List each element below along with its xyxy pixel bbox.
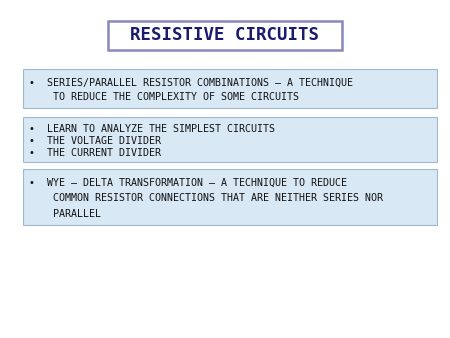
Text: RESISTIVE CIRCUITS: RESISTIVE CIRCUITS [130, 26, 320, 45]
Text: •  THE CURRENT DIVIDER: • THE CURRENT DIVIDER [29, 148, 161, 158]
Text: •  SERIES/PARALLEL RESISTOR COMBINATIONS – A TECHNIQUE: • SERIES/PARALLEL RESISTOR COMBINATIONS … [29, 78, 353, 88]
FancyBboxPatch shape [108, 21, 342, 50]
FancyBboxPatch shape [22, 117, 436, 162]
Text: PARALLEL: PARALLEL [29, 209, 101, 219]
Text: •  WYE – DELTA TRANSFORMATION – A TECHNIQUE TO REDUCE: • WYE – DELTA TRANSFORMATION – A TECHNIQ… [29, 178, 347, 188]
Text: •  THE VOLTAGE DIVIDER: • THE VOLTAGE DIVIDER [29, 136, 161, 146]
Text: TO REDUCE THE COMPLEXITY OF SOME CIRCUITS: TO REDUCE THE COMPLEXITY OF SOME CIRCUIT… [29, 92, 299, 102]
FancyBboxPatch shape [22, 169, 436, 225]
Text: COMMON RESISTOR CONNECTIONS THAT ARE NEITHER SERIES NOR: COMMON RESISTOR CONNECTIONS THAT ARE NEI… [29, 193, 383, 203]
FancyBboxPatch shape [22, 69, 436, 108]
Text: •  LEARN TO ANALYZE THE SIMPLEST CIRCUITS: • LEARN TO ANALYZE THE SIMPLEST CIRCUITS [29, 124, 275, 134]
